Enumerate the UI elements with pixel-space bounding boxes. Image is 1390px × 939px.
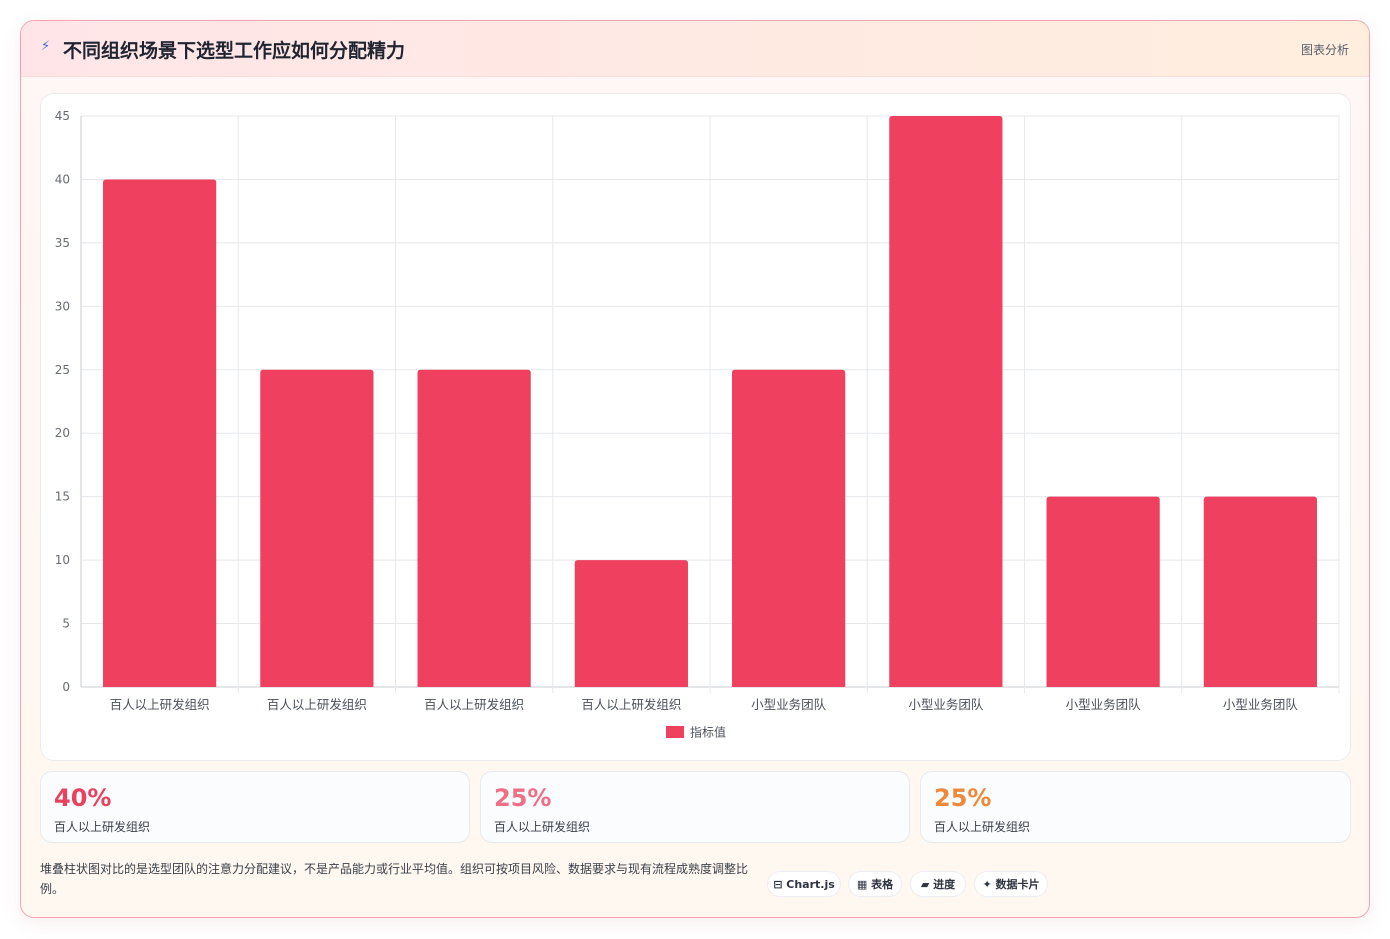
y-tick-label: 25 xyxy=(55,363,70,377)
pill-label: 进度 xyxy=(933,878,956,891)
y-tick-label: 35 xyxy=(55,236,70,250)
stat-value: 25% xyxy=(934,784,992,812)
x-tick-label: 百人以上研发组织 xyxy=(267,697,367,712)
x-tick-label: 百人以上研发组织 xyxy=(110,697,210,712)
chart-panel: 0 5 10 15 20 25 30 35 40 45 百人以上研发组织 百人以上研发组织 百人以上研发… xyxy=(40,93,1351,761)
sparkle-icon: ✦ xyxy=(982,878,992,891)
bar xyxy=(103,179,217,687)
y-tick-label: 30 xyxy=(55,299,70,313)
pill-label: Chart.js xyxy=(786,878,835,891)
chart-analysis-label[interactable]: 图表分析 xyxy=(1300,43,1349,57)
bar xyxy=(1046,496,1160,687)
bar xyxy=(732,369,846,687)
y-tick-label: 45 xyxy=(55,109,70,123)
bar xyxy=(1203,496,1317,687)
bolt-icon: ⚡ xyxy=(41,39,51,54)
stat-value: 25% xyxy=(494,784,552,812)
pill-progress[interactable]: ▰ 进度 xyxy=(910,871,966,897)
chart-card: ⚡ 不同组织场景下选型工作应如何分配精力 图表分析 0 5 10 15 20 25 30 35… xyxy=(20,20,1370,918)
x-tick-label: 小型业务团队 xyxy=(1223,697,1299,712)
stat-label: 百人以上研发组织 xyxy=(934,820,1031,834)
y-tick-label: 0 xyxy=(62,680,70,694)
x-tick-label: 小型业务团队 xyxy=(751,697,827,712)
pill-table[interactable]: ▦ 表格 xyxy=(848,871,902,897)
bar xyxy=(417,369,531,687)
bar xyxy=(260,369,374,687)
y-tick-label: 5 xyxy=(62,617,70,631)
card-title: 不同组织场景下选型工作应如何分配精力 xyxy=(63,40,406,62)
footnote-text: 堆叠柱状图对比的是选型团队的注意力分配建议，不是产品能力或行业平均值。组织可按项… xyxy=(40,862,749,896)
x-tick-label: 百人以上研发组织 xyxy=(424,697,524,712)
stat-value: 40% xyxy=(54,784,112,812)
chart-icon: ⊟ xyxy=(773,878,783,891)
pill-data-card[interactable]: ✦ 数据卡片 xyxy=(974,871,1048,897)
x-tick-label: 百人以上研发组织 xyxy=(581,697,681,712)
x-tick-label: 小型业务团队 xyxy=(908,697,984,712)
y-tick-label: 15 xyxy=(55,490,70,504)
card-header: ⚡ 不同组织场景下选型工作应如何分配精力 图表分析 xyxy=(21,21,1369,77)
progress-icon: ▰ xyxy=(920,878,930,891)
stat-card-1: 40% 百人以上研发组织 xyxy=(40,771,470,843)
legend-swatch xyxy=(666,726,684,738)
pill-label: 表格 xyxy=(871,878,894,891)
y-tick-label: 10 xyxy=(55,553,70,567)
y-tick-label: 40 xyxy=(55,172,70,186)
bar-chart: 0 5 10 15 20 25 30 35 40 45 百人以上研发组织 百人以上研发组织 百人以上研发… xyxy=(55,109,1340,740)
bar xyxy=(889,116,1003,687)
pill-label: 数据卡片 xyxy=(995,878,1040,891)
table-icon: ▦ xyxy=(856,878,868,891)
bar xyxy=(574,560,688,687)
stat-label: 百人以上研发组织 xyxy=(494,820,591,834)
pill-chartjs[interactable]: ⊟ Chart.js xyxy=(767,871,841,897)
stat-card-3: 25% 百人以上研发组织 xyxy=(920,771,1351,843)
legend-label: 指标值 xyxy=(690,725,726,740)
stat-label: 百人以上研发组织 xyxy=(54,820,151,834)
stat-card-2: 25% 百人以上研发组织 xyxy=(480,771,910,843)
x-tick-label: 小型业务团队 xyxy=(1066,697,1142,712)
y-tick-label: 20 xyxy=(55,426,70,440)
